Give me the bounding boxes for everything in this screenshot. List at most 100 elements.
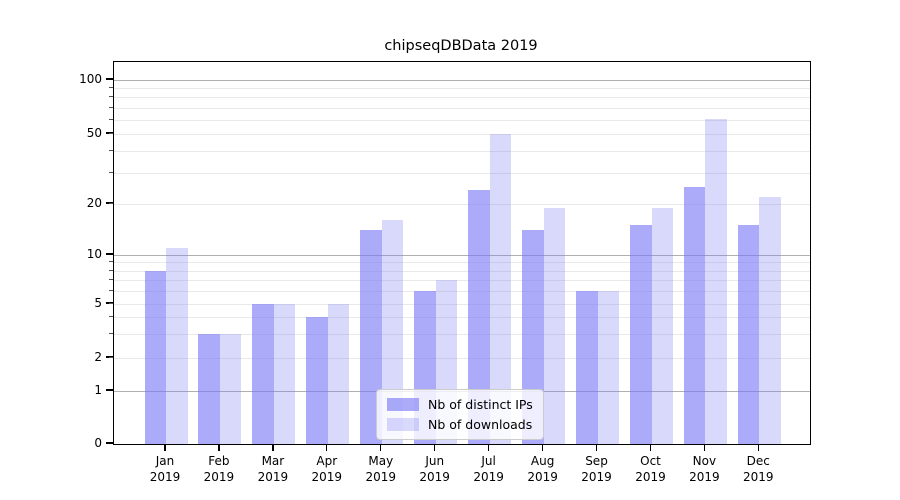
x-tick-label-mar-2019: Mar 2019 (257, 454, 289, 484)
gridline-minor-5 (114, 304, 810, 305)
y-tick-label-1: 1 (94, 383, 102, 397)
bar-nb-of-distinct-ips-jul-2019 (468, 190, 490, 444)
y-minor-tick-2 (109, 357, 113, 358)
gridline-minor-2 (114, 358, 810, 359)
y-tick-mark-100 (106, 78, 113, 80)
y-tick-mark-1 (106, 389, 113, 391)
x-tick-mark-apr-2019 (326, 444, 328, 451)
x-tick-mark-jul-2019 (487, 444, 490, 451)
gridline-minor-60 (114, 119, 810, 121)
y-tick-mark-20 (106, 202, 113, 204)
bar-nb-of-downloads-jan-2019 (166, 248, 188, 444)
y-tick-label-0: 0 (94, 436, 102, 450)
y-minor-tick-60 (109, 118, 113, 120)
x-tick-mark-jun-2019 (434, 444, 436, 451)
bar-nb-of-downloads-nov-2019 (705, 118, 727, 444)
y-minor-tick-3 (109, 333, 113, 335)
bar-nb-of-downloads-apr-2019 (327, 304, 350, 444)
x-tick-label-jan-2019: Jan 2019 (149, 454, 181, 484)
x-tick-mark-nov-2019 (703, 444, 706, 451)
chart-title: chipseqDBData 2019 (384, 38, 538, 54)
gridline-minor-70 (114, 107, 810, 109)
x-tick-mark-feb-2019 (218, 444, 220, 451)
gridline-minor-50 (114, 134, 810, 135)
x-tick-mark-dec-2019 (757, 444, 759, 451)
y-tick-mark-5 (106, 302, 113, 304)
gridline-minor-3 (114, 334, 810, 336)
bar-nb-of-downloads-aug-2019 (543, 207, 566, 444)
y-minor-tick-4 (109, 316, 113, 318)
y-minor-tick-9 (109, 261, 113, 263)
legend-item-downloads: Nb of downloads (387, 417, 533, 432)
bar-nb-of-distinct-ips-jan-2019 (144, 270, 166, 444)
y-tick-label-2: 2 (94, 350, 102, 364)
bar-nb-of-downloads-dec-2019 (759, 196, 781, 444)
x-tick-mark-aug-2019 (541, 444, 544, 451)
x-tick-label-feb-2019: Feb 2019 (203, 454, 235, 484)
gridline-minor-8 (114, 270, 810, 272)
bar-nb-of-distinct-ips-oct-2019 (630, 225, 652, 444)
x-tick-mark-sep-2019 (595, 444, 598, 451)
bar-nb-of-downloads-feb-2019 (219, 334, 242, 444)
x-tick-mark-jan-2019 (164, 444, 166, 451)
x-tick-mark-mar-2019 (272, 444, 274, 451)
gridline-minor-9 (114, 262, 810, 264)
x-tick-label-oct-2019: Oct 2019 (635, 454, 666, 484)
y-minor-tick-20 (109, 203, 113, 204)
x-tick-label-may-2019: May 2019 (365, 454, 397, 484)
gridline-minor-30 (114, 173, 810, 174)
y-minor-tick-30 (109, 172, 113, 173)
legend: Nb of distinct IPs Nb of downloads (376, 389, 544, 440)
bar-nb-of-distinct-ips-apr-2019 (306, 317, 328, 444)
y-tick-mark-2 (106, 356, 113, 358)
y-minor-tick-5 (109, 303, 113, 304)
y-tick-label-5: 5 (94, 296, 102, 310)
y-tick-mark-50 (106, 132, 113, 134)
y-minor-tick-70 (109, 106, 113, 108)
y-minor-tick-8 (109, 269, 113, 271)
y-tick-mark-0 (106, 442, 113, 444)
gridline-major-100 (114, 80, 810, 81)
y-minor-tick-90 (109, 87, 113, 89)
y-tick-label-20: 20 (86, 196, 102, 210)
y-minor-tick-50 (109, 133, 113, 134)
legend-label-downloads: Nb of downloads (428, 417, 533, 432)
gridline-minor-90 (114, 88, 810, 90)
gridline-minor-80 (114, 97, 810, 99)
x-tick-label-apr-2019: Apr 2019 (311, 454, 343, 484)
x-tick-label-dec-2019: Dec 2019 (743, 454, 774, 484)
bar-nb-of-distinct-ips-nov-2019 (683, 187, 706, 444)
bar-nb-of-downloads-mar-2019 (273, 304, 296, 444)
legend-item-distinct-ips: Nb of distinct IPs (387, 397, 533, 412)
legend-swatch-distinct-ips-icon (387, 398, 419, 411)
y-minor-tick-7 (109, 279, 113, 281)
legend-label-distinct-ips: Nb of distinct IPs (428, 397, 533, 412)
y-tick-label-100: 100 (79, 72, 102, 86)
gridline-minor-4 (114, 317, 810, 319)
bar-nb-of-downloads-sep-2019 (597, 291, 619, 444)
x-tick-label-jul-2019: Jul 2019 (473, 454, 504, 484)
x-tick-label-sep-2019: Sep 2019 (581, 454, 612, 484)
x-tick-label-jun-2019: Jun 2019 (419, 454, 450, 484)
bar-nb-of-downloads-may-2019 (381, 220, 404, 444)
y-tick-label-50: 50 (86, 126, 102, 140)
legend-swatch-downloads-icon (387, 418, 419, 431)
y-tick-mark-10 (106, 253, 113, 255)
gridline-major-10 (114, 255, 810, 256)
x-tick-label-aug-2019: Aug 2019 (527, 454, 558, 484)
bar-nb-of-distinct-ips-feb-2019 (198, 334, 220, 444)
x-tick-label-nov-2019: Nov 2019 (689, 454, 720, 484)
bar-nb-of-distinct-ips-dec-2019 (737, 225, 760, 444)
gridline-minor-40 (114, 151, 810, 152)
x-tick-mark-may-2019 (380, 444, 382, 451)
bar-nb-of-downloads-oct-2019 (651, 207, 673, 444)
y-minor-tick-6 (109, 290, 113, 292)
plot-area: Nb of distinct IPs Nb of downloads (113, 61, 811, 445)
x-tick-mark-oct-2019 (649, 444, 652, 451)
bar-nb-of-distinct-ips-sep-2019 (576, 291, 598, 444)
y-minor-tick-40 (109, 150, 113, 151)
y-minor-tick-80 (109, 96, 113, 98)
gridline-minor-7 (114, 280, 810, 282)
bar-nb-of-distinct-ips-mar-2019 (252, 304, 274, 444)
